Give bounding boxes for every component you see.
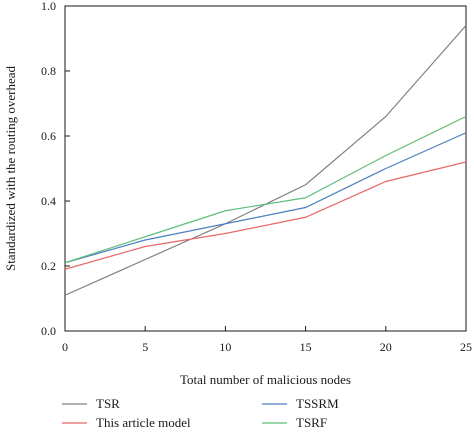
plot-frame [64, 5, 467, 332]
x-axis-label: Total number of malicious nodes [180, 372, 351, 387]
y-tick-label: 0.8 [41, 64, 56, 78]
x-tick-label: 25 [460, 340, 472, 354]
y-tick-label: 0.4 [41, 194, 56, 208]
legend: TSR TSSRM This article model TSRF [62, 396, 339, 430]
y-tick-label: 0.2 [41, 259, 56, 273]
y-tick-label: 1.0 [41, 0, 56, 13]
x-tick-label: 15 [300, 340, 312, 354]
plot-area [64, 5, 467, 332]
series-line-tsrf [64, 115, 467, 264]
legend-item: TSRF [262, 415, 327, 430]
x-tick-label: 0 [62, 340, 68, 354]
y-axis-label: Standardized with the routing overhead [3, 65, 18, 271]
x-axis: 0 5 10 15 20 25 [62, 326, 472, 354]
y-tick-label: 0.0 [41, 324, 56, 338]
series-line-tssrm [64, 132, 467, 264]
legend-label: TSSRM [296, 396, 339, 411]
legend-label: TSRF [296, 415, 327, 430]
legend-item: TSR [62, 396, 120, 411]
x-tick-label: 5 [142, 340, 148, 354]
legend-label: TSR [96, 396, 120, 411]
series-layer [64, 25, 467, 296]
legend-label: This article model [96, 415, 191, 430]
y-tick-label: 0.6 [41, 129, 56, 143]
legend-item: This article model [62, 415, 191, 430]
series-line-this-article-model [64, 161, 467, 270]
x-tick-label: 10 [219, 340, 231, 354]
y-axis: 0.0 0.2 0.4 0.6 0.8 1.0 [41, 0, 70, 338]
series-line-tsr [64, 25, 467, 296]
x-tick-label: 20 [380, 340, 392, 354]
legend-item: TSSRM [262, 396, 339, 411]
